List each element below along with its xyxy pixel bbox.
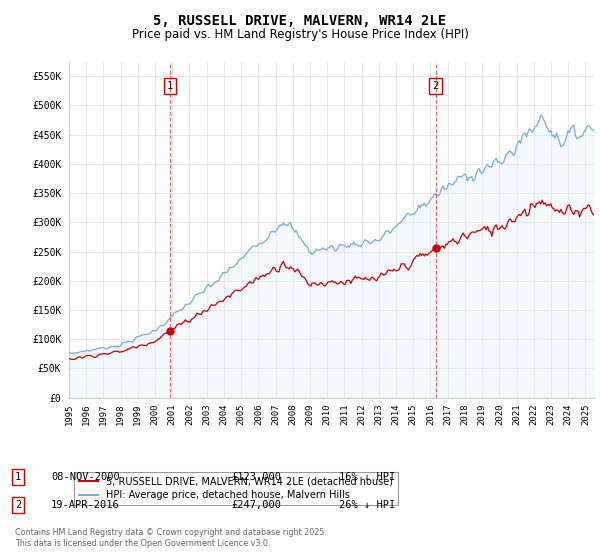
Text: 19-APR-2016: 19-APR-2016 <box>51 500 120 510</box>
Text: £247,000: £247,000 <box>231 500 281 510</box>
Text: £123,000: £123,000 <box>231 472 281 482</box>
Text: 2: 2 <box>433 81 439 91</box>
Text: 1: 1 <box>167 81 173 91</box>
Text: 16% ↓ HPI: 16% ↓ HPI <box>339 472 395 482</box>
Text: 2: 2 <box>15 500 21 510</box>
Text: 08-NOV-2000: 08-NOV-2000 <box>51 472 120 482</box>
Text: 5, RUSSELL DRIVE, MALVERN, WR14 2LE: 5, RUSSELL DRIVE, MALVERN, WR14 2LE <box>154 14 446 28</box>
Text: Price paid vs. HM Land Registry's House Price Index (HPI): Price paid vs. HM Land Registry's House … <box>131 28 469 41</box>
Text: 26% ↓ HPI: 26% ↓ HPI <box>339 500 395 510</box>
Legend: 5, RUSSELL DRIVE, MALVERN, WR14 2LE (detached house), HPI: Average price, detach: 5, RUSSELL DRIVE, MALVERN, WR14 2LE (det… <box>74 472 398 505</box>
Text: Contains HM Land Registry data © Crown copyright and database right 2025.
This d: Contains HM Land Registry data © Crown c… <box>15 528 327 548</box>
Text: 1: 1 <box>15 472 21 482</box>
